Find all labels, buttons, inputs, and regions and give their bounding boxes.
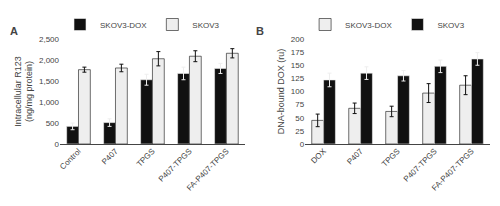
- svg-text:0: 0: [300, 140, 305, 149]
- svg-text:TPGS: TPGS: [135, 147, 157, 169]
- svg-text:175: 175: [291, 48, 305, 57]
- svg-text:DOX: DOX: [309, 146, 328, 165]
- svg-text:P407: P407: [100, 146, 120, 166]
- svg-text:2,000: 2,000: [39, 56, 60, 65]
- svg-text:TPGS: TPGS: [380, 147, 402, 169]
- svg-text:B: B: [256, 25, 264, 37]
- svg-text:SKOV3-DOX: SKOV3-DOX: [100, 21, 147, 30]
- svg-text:0: 0: [55, 140, 60, 149]
- svg-text:SKOV3: SKOV3: [437, 21, 464, 30]
- svg-text:DNA-bound DOX (ru): DNA-bound DOX (ru): [276, 49, 286, 135]
- svg-text:1,500: 1,500: [39, 77, 60, 86]
- svg-text:A: A: [10, 25, 18, 37]
- svg-text:25: 25: [295, 127, 304, 136]
- svg-text:50: 50: [295, 114, 304, 123]
- svg-text:FA-P407-TPGS: FA-P407-TPGS: [430, 147, 476, 193]
- svg-text:SKOV3: SKOV3: [192, 21, 219, 30]
- svg-text:FA-P407-TPGS: FA-P407-TPGS: [185, 147, 231, 193]
- svg-text:150: 150: [291, 61, 305, 70]
- svg-text:2,500: 2,500: [39, 35, 60, 44]
- svg-text:P407: P407: [345, 146, 365, 166]
- svg-text:P407-TPGS: P407-TPGS: [157, 147, 194, 184]
- svg-text:Control: Control: [58, 147, 83, 172]
- svg-text:1,000: 1,000: [39, 98, 60, 107]
- svg-text:125: 125: [291, 74, 305, 83]
- svg-text:75: 75: [295, 100, 304, 109]
- svg-text:100: 100: [291, 87, 305, 96]
- svg-text:500: 500: [46, 119, 60, 128]
- svg-text:P407-TPGS: P407-TPGS: [402, 147, 439, 184]
- svg-text:SKOV3-DOX: SKOV3-DOX: [345, 21, 392, 30]
- svg-text:200: 200: [291, 35, 305, 44]
- svg-text:Intracellular R123(ng/mg prote: Intracellular R123(ng/mg protein): [13, 56, 35, 127]
